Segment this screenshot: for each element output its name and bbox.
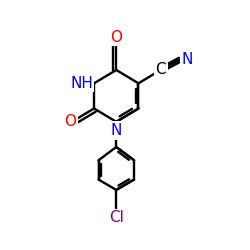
Text: N: N bbox=[110, 123, 122, 138]
Text: N: N bbox=[181, 52, 192, 67]
Text: NH: NH bbox=[70, 76, 93, 91]
Text: O: O bbox=[64, 114, 76, 129]
Text: O: O bbox=[110, 30, 122, 45]
Text: Cl: Cl bbox=[109, 210, 124, 225]
Text: C: C bbox=[156, 62, 166, 78]
